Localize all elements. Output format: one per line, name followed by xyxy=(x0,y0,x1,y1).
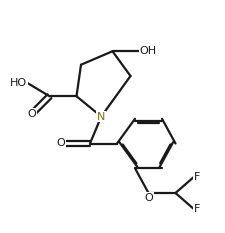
Text: F: F xyxy=(194,172,200,182)
Text: O: O xyxy=(27,109,36,119)
Text: O: O xyxy=(144,193,153,203)
Text: OH: OH xyxy=(140,46,157,56)
Text: F: F xyxy=(194,204,200,214)
Text: HO: HO xyxy=(10,78,27,88)
Text: O: O xyxy=(56,138,65,148)
Text: N: N xyxy=(97,112,106,121)
